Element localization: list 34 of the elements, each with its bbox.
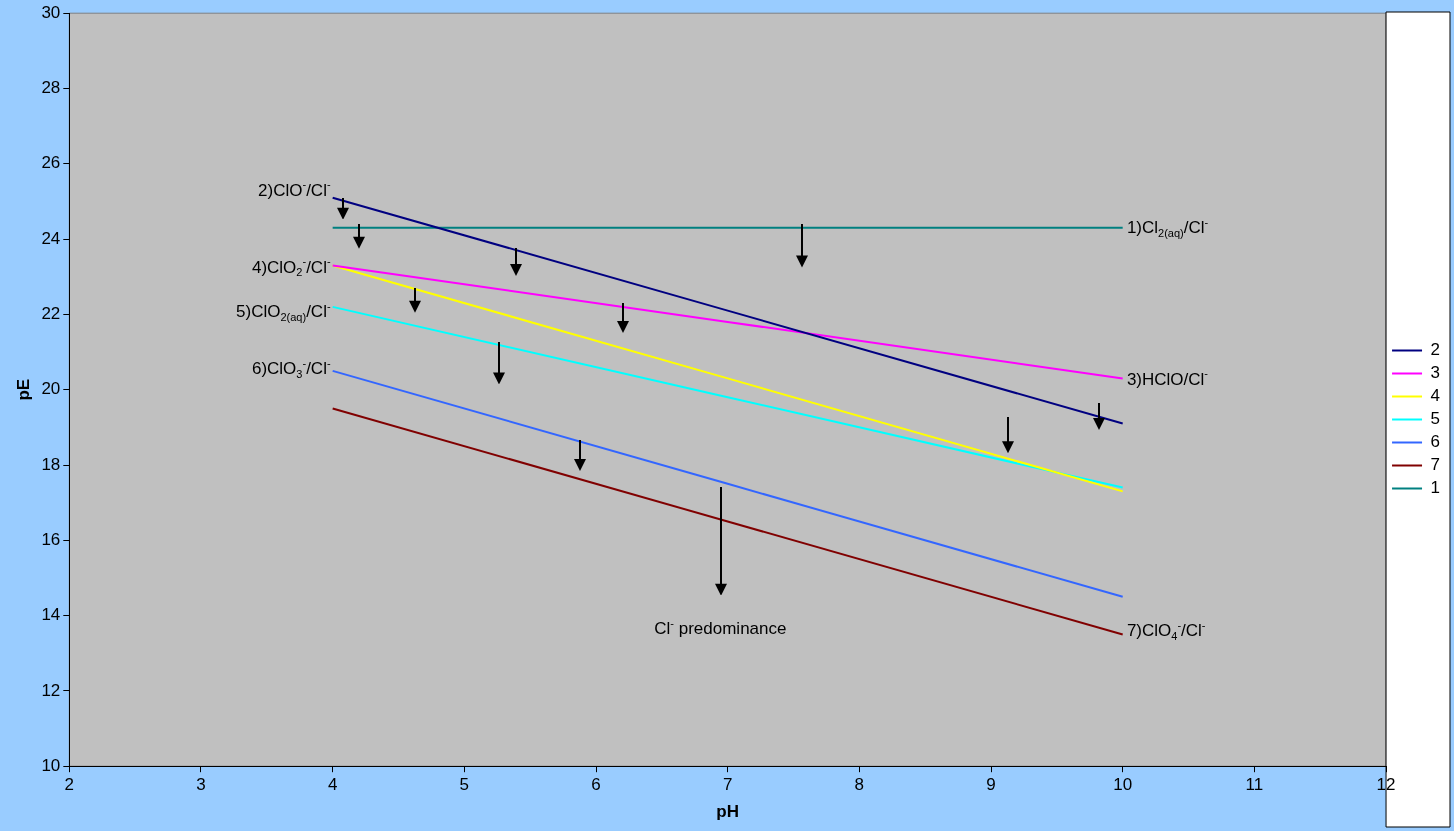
y-tick-label: 12 — [41, 680, 61, 700]
legend-label: 4 — [1430, 386, 1441, 406]
legend-label: 7 — [1430, 455, 1441, 475]
y-tick-label: 14 — [41, 605, 61, 625]
x-tick-label: 7 — [722, 775, 733, 795]
y-tick-label: 10 — [41, 755, 61, 775]
y-tick-label: 16 — [41, 529, 61, 549]
y-tick-label: 30 — [41, 2, 61, 22]
x-tick-label: 2 — [64, 775, 75, 795]
x-tick-label: 10 — [1113, 775, 1133, 795]
x-tick-label: 8 — [854, 775, 865, 795]
x-tick-label: 6 — [591, 775, 601, 795]
legend-label: 1 — [1430, 478, 1441, 498]
x-tick-label: 4 — [327, 775, 338, 795]
legend-label: 3 — [1430, 363, 1441, 383]
legend-label: 2 — [1430, 340, 1441, 360]
x-axis-title: pH — [716, 802, 740, 822]
annotation: Cl- predominance — [654, 616, 787, 639]
y-tick-label: 18 — [41, 454, 61, 474]
annotation: 2)ClO-/Cl- — [258, 178, 331, 201]
y-tick-label: 28 — [41, 78, 61, 98]
annotation: 3)HClO/Cl- — [1126, 366, 1209, 389]
x-tick-label: 9 — [986, 775, 996, 795]
y-tick-label: 22 — [41, 304, 61, 324]
y-tick-label: 24 — [41, 228, 61, 248]
x-tick-label: 5 — [459, 775, 470, 795]
y-axis-title: pE — [13, 378, 33, 401]
x-tick-label: 11 — [1245, 775, 1264, 795]
y-tick-label: 20 — [41, 379, 61, 399]
legend-label: 5 — [1430, 409, 1441, 429]
legend-label: 6 — [1430, 432, 1441, 452]
x-tick-label: 3 — [196, 775, 206, 795]
x-tick-label: 12 — [1376, 775, 1396, 795]
y-tick-label: 26 — [41, 153, 61, 173]
